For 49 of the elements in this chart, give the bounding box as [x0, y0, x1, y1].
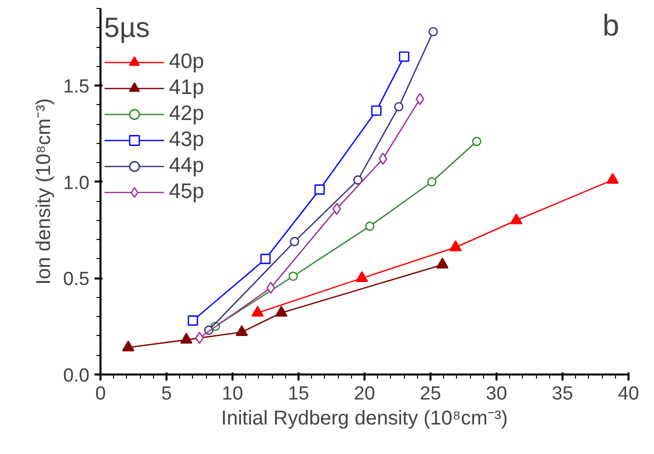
y-tick-label: 0.0: [63, 366, 90, 386]
x-axis-title: Initial Rydberg density (10⁸cm⁻³): [221, 408, 508, 430]
point: [236, 325, 248, 336]
point: [188, 315, 198, 326]
x-tick-label: 25: [420, 384, 442, 404]
point: [251, 306, 264, 317]
legend-label: 43p: [169, 127, 204, 153]
point: [371, 105, 382, 116]
point: [290, 236, 300, 246]
point: [266, 282, 276, 294]
point: [332, 202, 342, 215]
point: [353, 175, 363, 185]
point: [365, 222, 374, 231]
point: [449, 240, 462, 252]
x-tick-label: 10: [222, 384, 244, 404]
legend-label: 44p: [169, 153, 204, 179]
annotation: b: [602, 10, 620, 42]
legend-label: 45p: [169, 179, 204, 205]
point: [398, 52, 410, 62]
x-tick-label: 30: [486, 384, 508, 404]
point: [436, 258, 449, 269]
point: [427, 177, 436, 187]
point: [472, 136, 482, 146]
x-tick-label: 20: [354, 384, 376, 404]
point: [510, 213, 522, 224]
legend-label: 42p: [169, 101, 204, 127]
point: [428, 26, 438, 36]
point: [378, 152, 388, 165]
point: [180, 332, 192, 344]
point: [356, 271, 368, 282]
point: [288, 272, 298, 281]
legend-label: 41p: [169, 75, 204, 101]
legend-title: 5µs: [104, 12, 151, 44]
point: [394, 102, 404, 112]
y-tick-label: 1.0: [63, 172, 90, 194]
y-axis-title: Ion density (10⁸cm⁻³): [33, 98, 56, 285]
x-tick-label: 0: [95, 384, 106, 404]
x-tick-label: 5: [161, 384, 172, 404]
point: [122, 340, 134, 352]
legend-label: 40p: [169, 49, 204, 75]
x-tick-label: 15: [288, 384, 310, 404]
point: [260, 254, 271, 264]
point: [314, 184, 325, 195]
y-tick-label: 0.5: [63, 269, 90, 290]
y-tick-label: 1.5: [63, 76, 90, 98]
x-tick-label: 35: [552, 384, 574, 404]
point: [275, 306, 288, 317]
x-tick-label: 40: [618, 384, 640, 404]
point: [606, 172, 619, 184]
